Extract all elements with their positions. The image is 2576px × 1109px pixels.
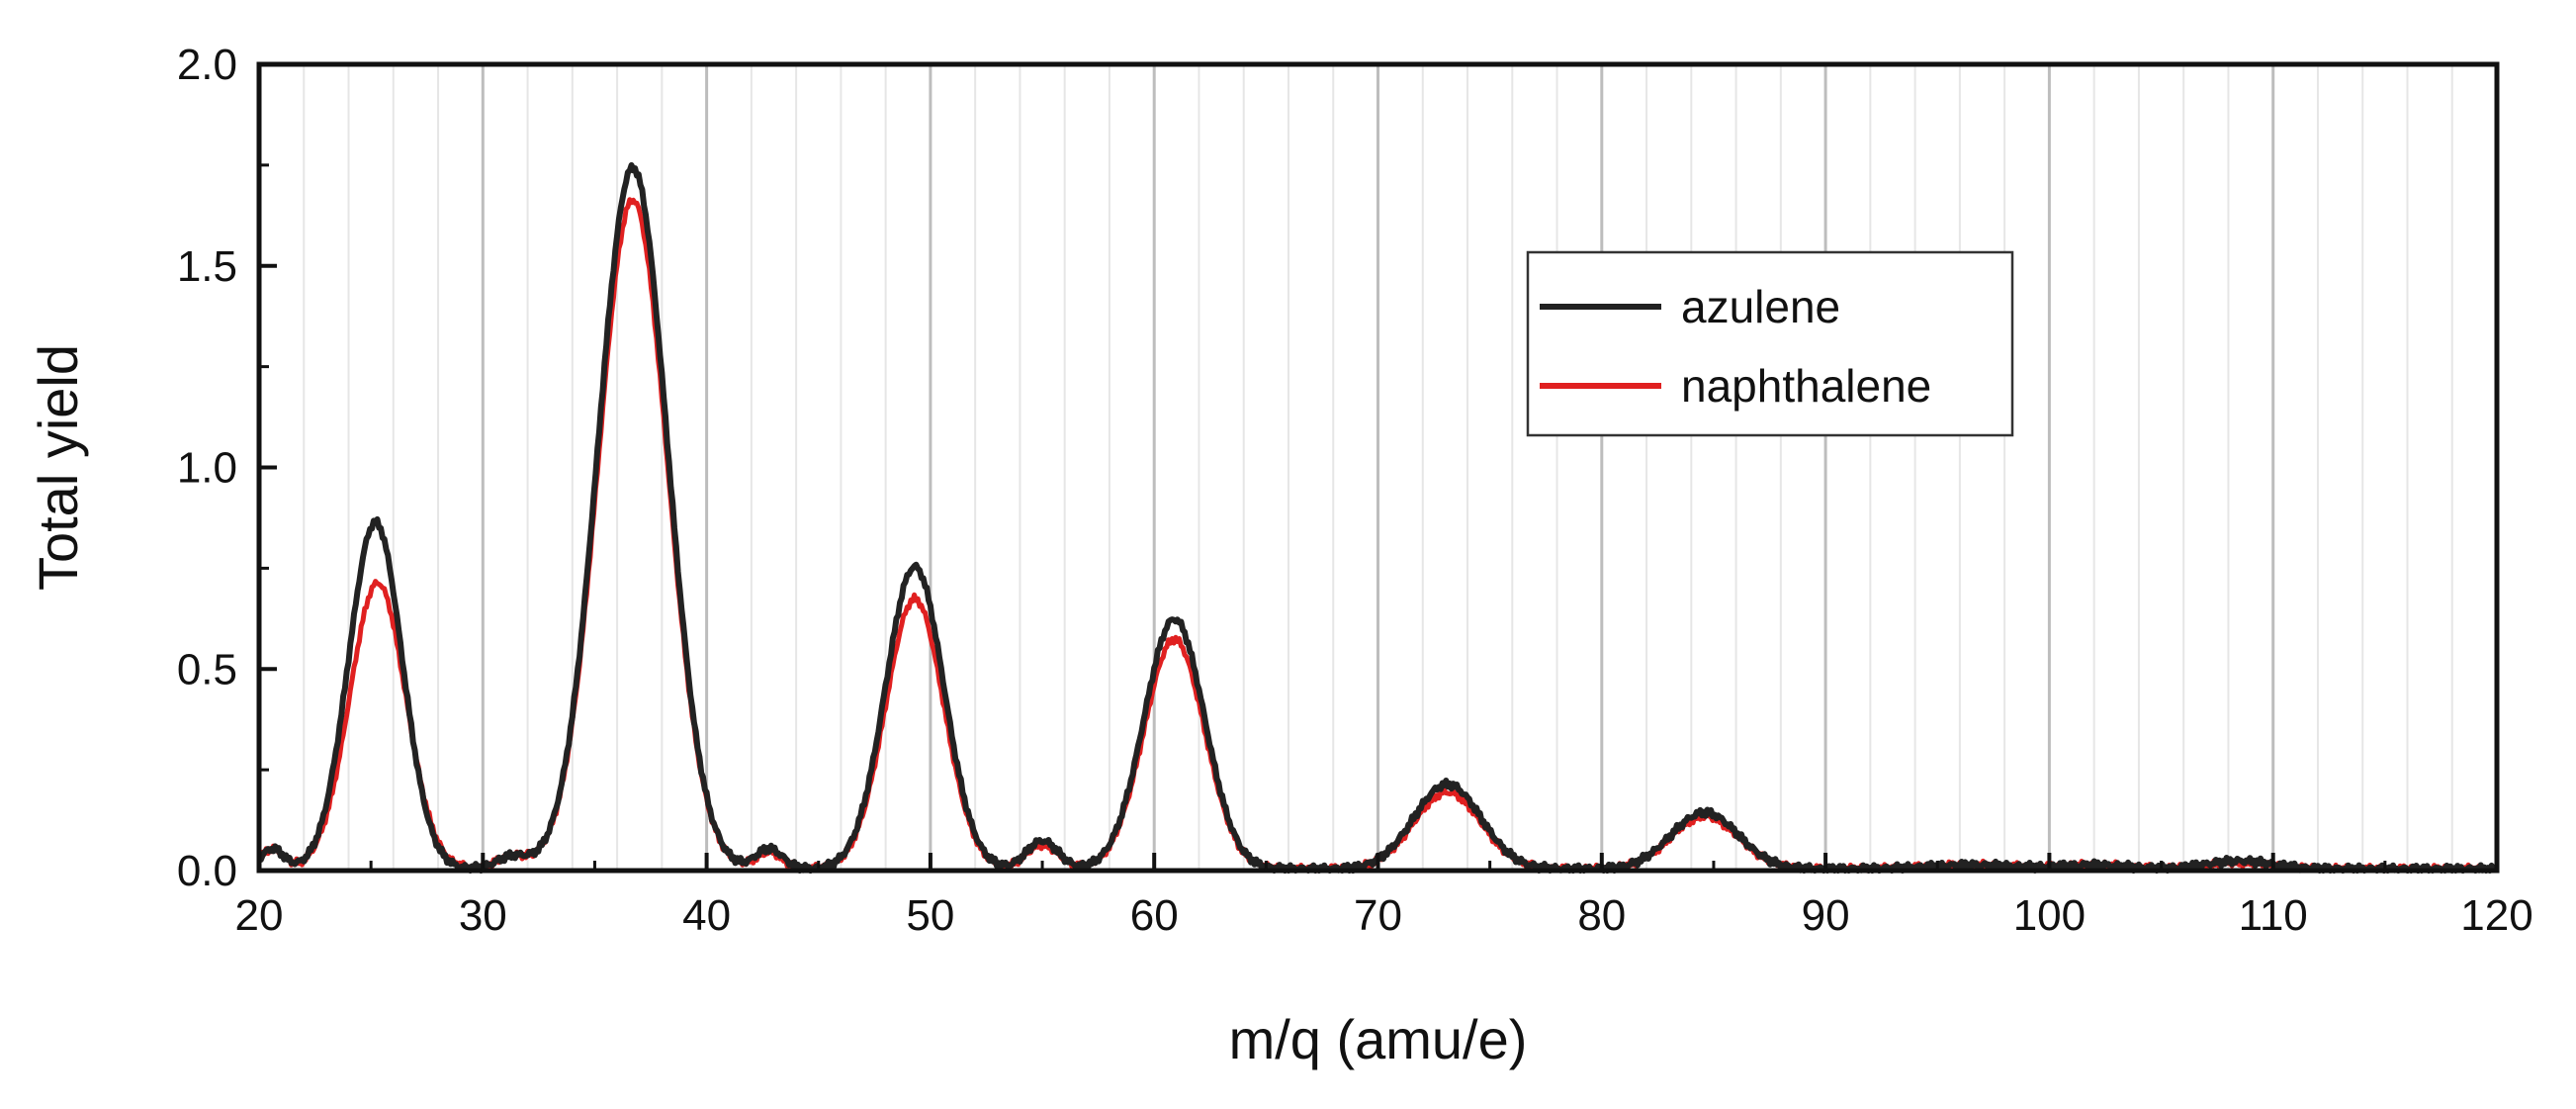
y-tick-label: 0.5 <box>177 645 237 693</box>
y-tick-label: 0.0 <box>177 847 237 895</box>
x-tick-label: 80 <box>1577 891 1626 940</box>
x-tick-label: 60 <box>1130 891 1179 940</box>
x-tick-label: 40 <box>682 891 731 940</box>
x-tick-label: 120 <box>2460 891 2532 940</box>
legend-label-naphthalene: naphthalene <box>1681 360 1931 412</box>
legend-label-azulene: azulene <box>1681 281 1840 332</box>
grid-lines <box>303 64 2453 871</box>
x-tick-label: 70 <box>1354 891 1402 940</box>
x-tick-label: 100 <box>2013 891 2086 940</box>
y-axis-title: Total yield <box>27 344 89 591</box>
y-tick-label: 2.0 <box>177 41 237 89</box>
x-tick-label: 90 <box>1802 891 1850 940</box>
legend-box <box>1526 250 2014 437</box>
y-tick-labels: 0.0 0.5 1.0 1.5 2.0 <box>177 41 237 895</box>
x-tick-label: 20 <box>235 891 284 940</box>
y-tick-label: 1.5 <box>177 242 237 291</box>
x-tick-label: 30 <box>459 891 507 940</box>
x-tick-label: 50 <box>906 891 954 940</box>
x-tick-labels: 20 30 40 50 60 70 80 90 100 110 120 <box>235 891 2533 940</box>
y-tick-label: 1.0 <box>177 444 237 493</box>
x-tick-label: 110 <box>2239 891 2308 940</box>
x-axis-title: m/q (amu/e) <box>1229 1008 1528 1070</box>
axis-ticks <box>257 62 2499 873</box>
legend: azulene naphthalene <box>1526 250 2014 437</box>
